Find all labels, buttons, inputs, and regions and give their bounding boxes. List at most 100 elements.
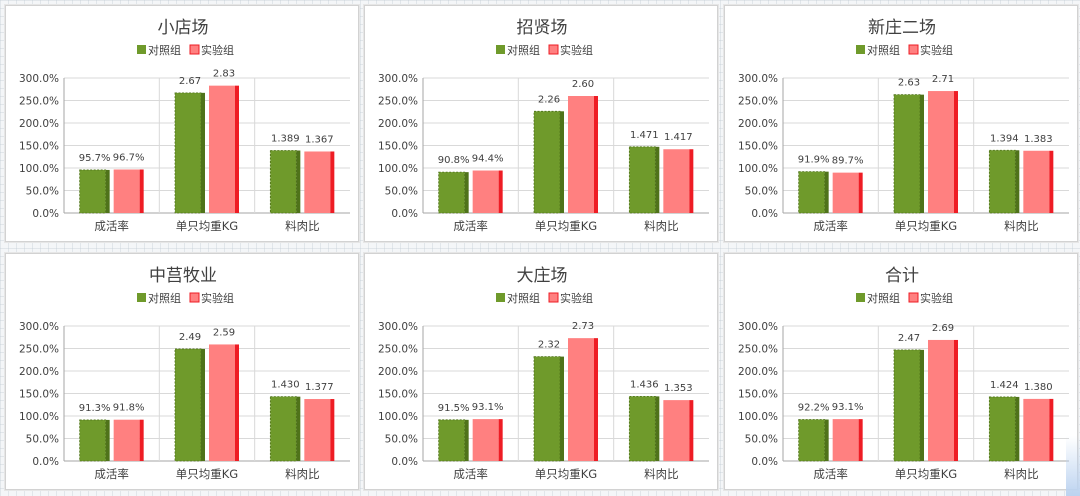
- legend-label-control: 对照组: [507, 43, 540, 57]
- data-label-control: 1.394: [990, 133, 1019, 144]
- bar-experiment: [472, 419, 499, 461]
- x-tick-label: 成活率: [453, 467, 488, 481]
- bar-control: [79, 169, 107, 214]
- bar-control-side: [824, 419, 829, 461]
- x-tick-label: 单只均重KG: [535, 219, 597, 233]
- bar-control: [79, 419, 107, 462]
- y-tick-label: 150.0%: [738, 389, 778, 401]
- y-tick-label: 300.0%: [19, 73, 59, 85]
- data-label-experiment: 96.7%: [113, 152, 145, 163]
- y-tick-label: 150.0%: [738, 141, 778, 153]
- data-label-control: 91.5%: [438, 403, 470, 414]
- data-label-control: 2.63: [898, 78, 920, 89]
- y-tick-label: 150.0%: [19, 389, 59, 401]
- bar-control-side: [296, 150, 301, 213]
- chart-title: 合计: [885, 266, 919, 286]
- data-label-experiment: 2.73: [572, 321, 594, 332]
- x-tick-label: 料肉比: [285, 219, 320, 233]
- bar-control-side: [655, 146, 660, 213]
- bar-experiment: [832, 172, 859, 213]
- legend-label-experiment: 实验组: [201, 43, 234, 57]
- data-label-experiment: 91.8%: [113, 403, 145, 414]
- data-label-control: 2.47: [898, 333, 920, 344]
- data-label-experiment: 1.367: [305, 134, 334, 145]
- legend-label-control: 对照组: [867, 43, 900, 57]
- data-label-control: 91.3%: [79, 403, 111, 414]
- chart-panel-1: 小店场 对照组 实验组 0.0% 50.0% 100.0% 150.0% 200.0% 250.…: [5, 5, 359, 242]
- y-tick-label: 200.0%: [378, 118, 418, 130]
- data-label-experiment: 2.71: [932, 74, 954, 85]
- chart-panel-4: 中莒牧业 对照组 实验组 0.0% 50.0% 100.0% 150.0% 200.0% 250…: [5, 253, 359, 490]
- bar-experiment: [209, 85, 235, 213]
- legend-swatch-experiment: [908, 292, 919, 303]
- legend-swatch-control: [137, 293, 146, 302]
- bar-control-side: [464, 172, 469, 213]
- legend-label-experiment: 实验组: [560, 291, 593, 305]
- chart-title: 小店场: [158, 18, 209, 38]
- bar-control-side: [824, 171, 829, 213]
- bar-control: [798, 171, 826, 214]
- data-label-control: 2.67: [179, 76, 201, 87]
- y-tick-label: 50.0%: [745, 186, 778, 198]
- legend-label-experiment: 实验组: [920, 43, 953, 57]
- bar-control: [174, 92, 202, 214]
- x-tick-label: 成活率: [813, 467, 848, 481]
- bar-experiment: [113, 169, 140, 213]
- x-tick-label: 成活率: [453, 219, 488, 233]
- data-label-control: 1.430: [271, 380, 300, 391]
- x-tick-label: 单只均重KG: [176, 467, 238, 481]
- legend-swatch-control: [856, 45, 865, 54]
- bar-experiment: [113, 419, 140, 461]
- y-tick-label: 200.0%: [378, 366, 418, 378]
- corner-decoration: [1066, 436, 1080, 496]
- y-tick-label: 0.0%: [391, 456, 418, 468]
- x-tick-label: 料肉比: [1004, 219, 1039, 233]
- bar-experiment: [209, 344, 235, 461]
- legend-label-control: 对照组: [867, 291, 900, 305]
- data-label-control: 2.49: [179, 332, 201, 343]
- legend-label-experiment: 实验组: [560, 43, 593, 57]
- bar-control-side: [296, 396, 301, 461]
- legend-swatch-control: [137, 45, 146, 54]
- y-tick-label: 250.0%: [19, 344, 59, 356]
- y-tick-label: 200.0%: [738, 118, 778, 130]
- y-tick-label: 300.0%: [378, 321, 418, 333]
- bar-experiment: [1023, 150, 1050, 213]
- bar-experiment: [663, 149, 690, 213]
- y-tick-label: 0.0%: [751, 456, 778, 468]
- x-tick-label: 成活率: [94, 219, 129, 233]
- data-label-control: 2.26: [538, 94, 560, 105]
- chart-panel-5: 大庄场 对照组 实验组 0.0% 50.0% 100.0% 150.0% 200.0% 250.…: [364, 253, 718, 490]
- y-tick-label: 250.0%: [378, 344, 418, 356]
- data-label-control: 1.389: [271, 133, 300, 144]
- data-label-control: 2.32: [538, 340, 560, 351]
- y-tick-label: 300.0%: [19, 321, 59, 333]
- y-tick-label: 50.0%: [385, 434, 418, 446]
- y-tick-label: 300.0%: [738, 73, 778, 85]
- chart-legend: 对照组 实验组: [856, 43, 953, 57]
- y-tick-label: 50.0%: [26, 434, 59, 446]
- data-label-experiment: 2.83: [213, 69, 235, 80]
- data-label-experiment: 2.60: [572, 79, 594, 90]
- chart-panel-3: 新庄二场 对照组 实验组 0.0% 50.0% 100.0% 150.0% 200.0% 250…: [724, 5, 1078, 242]
- x-tick-label: 料肉比: [1004, 467, 1039, 481]
- y-tick-label: 250.0%: [378, 96, 418, 108]
- x-tick-label: 成活率: [94, 467, 129, 481]
- legend-label-experiment: 实验组: [201, 291, 234, 305]
- bar-experiment-side: [594, 96, 598, 213]
- data-label-experiment: 89.7%: [832, 156, 864, 167]
- x-tick-label: 料肉比: [644, 219, 679, 233]
- bar-control-side: [201, 92, 205, 213]
- bar-control-side: [201, 348, 205, 461]
- bar-experiment-side: [954, 339, 958, 461]
- y-tick-label: 150.0%: [19, 141, 59, 153]
- chart-legend: 对照组 实验组: [856, 291, 953, 305]
- bar-experiment-side: [858, 172, 863, 213]
- legend-label-experiment: 实验组: [920, 291, 953, 305]
- bar-experiment-side: [689, 400, 694, 461]
- bar-control-side: [464, 419, 469, 461]
